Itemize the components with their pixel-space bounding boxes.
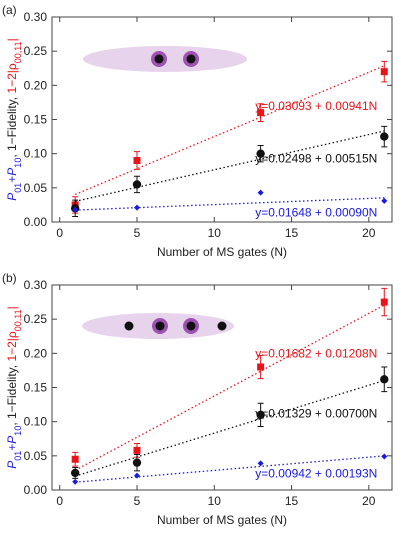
- ion: [154, 54, 164, 64]
- ion-illustration-b: [82, 313, 234, 339]
- marker: [381, 453, 388, 460]
- marker: [257, 189, 264, 196]
- y-label-segment: +: [5, 176, 19, 183]
- marker: [380, 132, 389, 141]
- fit-equation: y=0.02498 + 0.00515N: [255, 152, 377, 166]
- y-label-segment: 10: [13, 158, 23, 168]
- y-axis-label: P01+P10, 1−Fidelity, 1−2|ρ00,11|: [5, 38, 23, 201]
- panel: (b)Number of MS gates (N)P01+P10, 1−Fide…: [2, 271, 393, 527]
- marker: [257, 363, 265, 371]
- marker: [72, 206, 79, 213]
- x-tick-label: 20: [362, 226, 376, 240]
- marker: [72, 478, 79, 485]
- y-label-segment: P: [5, 168, 19, 176]
- marker: [380, 298, 388, 306]
- y-label-segment: |: [5, 306, 19, 309]
- y-tick-label: 0.05: [24, 181, 48, 195]
- x-axis-label: Number of MS gates (N): [157, 245, 287, 259]
- fit-equation: y=0.00942 + 0.00193N: [255, 467, 377, 481]
- y-tick-label: 0.15: [24, 381, 48, 395]
- y-label-segment: P: [5, 461, 19, 469]
- y-tick-label: 0.30: [24, 278, 48, 292]
- marker: [71, 455, 79, 463]
- ion-illustration-a: [83, 46, 247, 72]
- y-label-segment: 1−2|ρ: [5, 63, 19, 93]
- x-tick-label: 0: [56, 226, 63, 240]
- x-tick-label: 15: [285, 226, 299, 240]
- panel: (a)Number of MS gates (N)P01+P10, 1−Fide…: [2, 3, 393, 259]
- marker: [70, 468, 80, 478]
- marker: [257, 109, 265, 117]
- marker: [134, 204, 140, 211]
- x-tick-label: 5: [134, 494, 141, 508]
- y-tick-label: 0.05: [24, 449, 48, 463]
- y-tick-label: 0.30: [24, 10, 48, 24]
- y-label-segment: 1−2|ρ: [5, 331, 19, 361]
- y-tick-label: 0.20: [24, 346, 48, 360]
- ion: [186, 321, 196, 331]
- y-tick-label: 0.00: [24, 483, 48, 497]
- x-tick-label: 5: [134, 226, 141, 240]
- y-label-segment: , 1−Fidelity,: [5, 94, 19, 158]
- y-tick-label: 0.25: [24, 44, 48, 58]
- fit-equation: y=0.01329 + 0.00700N: [255, 407, 377, 421]
- y-label-segment: 10: [13, 426, 23, 436]
- fit-equation: y=0.01682 + 0.01208N: [255, 346, 377, 360]
- y-tick-label: 0.10: [24, 147, 48, 161]
- marker: [256, 149, 265, 158]
- x-tick-label: 20: [362, 494, 376, 508]
- marker: [132, 180, 142, 189]
- fit-line: [74, 304, 385, 471]
- y-tick-label: 0.10: [24, 415, 48, 429]
- fit-equation: y=0.01648 + 0.00090N: [255, 206, 377, 220]
- y-label-segment: P: [5, 436, 19, 444]
- y-label-segment: 00,11: [13, 41, 23, 63]
- fit-equation: y=0.03093 + 0.00941N: [255, 99, 377, 113]
- marker: [257, 460, 264, 467]
- x-tick-label: 10: [208, 494, 222, 508]
- marker: [132, 458, 142, 467]
- y-tick-label: 0.00: [24, 215, 48, 229]
- x-tick-label: 15: [285, 494, 299, 508]
- panel-label: (a): [2, 3, 17, 17]
- y-label-segment: 01: [13, 183, 23, 193]
- y-label-segment: , 1−Fidelity,: [5, 362, 19, 426]
- ion: [155, 321, 165, 331]
- fit-line: [74, 379, 385, 477]
- fit-line: [75, 130, 385, 203]
- marker: [133, 446, 141, 454]
- ion: [217, 321, 227, 331]
- y-tick-label: 0.25: [24, 312, 48, 326]
- ion: [186, 54, 196, 64]
- plot-frame: [51, 284, 393, 491]
- y-label-segment: +: [5, 444, 19, 451]
- y-axis-label: P01+P10, 1−Fidelity, 1−2|ρ00,11|: [5, 306, 23, 469]
- plot-frame: [51, 16, 393, 223]
- y-label-segment: P: [5, 193, 19, 201]
- marker: [380, 375, 389, 384]
- y-tick-label: 0.15: [24, 113, 48, 127]
- marker: [381, 197, 388, 204]
- marker: [256, 410, 265, 420]
- marker: [380, 68, 388, 76]
- y-label-segment: 00,11: [13, 309, 23, 331]
- y-label-segment: |: [5, 38, 19, 41]
- panel-label: (b): [2, 271, 17, 285]
- ion: [124, 321, 134, 331]
- marker: [134, 472, 140, 479]
- x-tick-label: 10: [208, 226, 222, 240]
- y-tick-label: 0.20: [24, 78, 48, 92]
- x-tick-label: 0: [56, 494, 63, 508]
- marker: [133, 157, 141, 164]
- x-axis-label: Number of MS gates (N): [157, 513, 287, 527]
- fit-line: [74, 65, 385, 196]
- y-label-segment: 01: [13, 451, 23, 461]
